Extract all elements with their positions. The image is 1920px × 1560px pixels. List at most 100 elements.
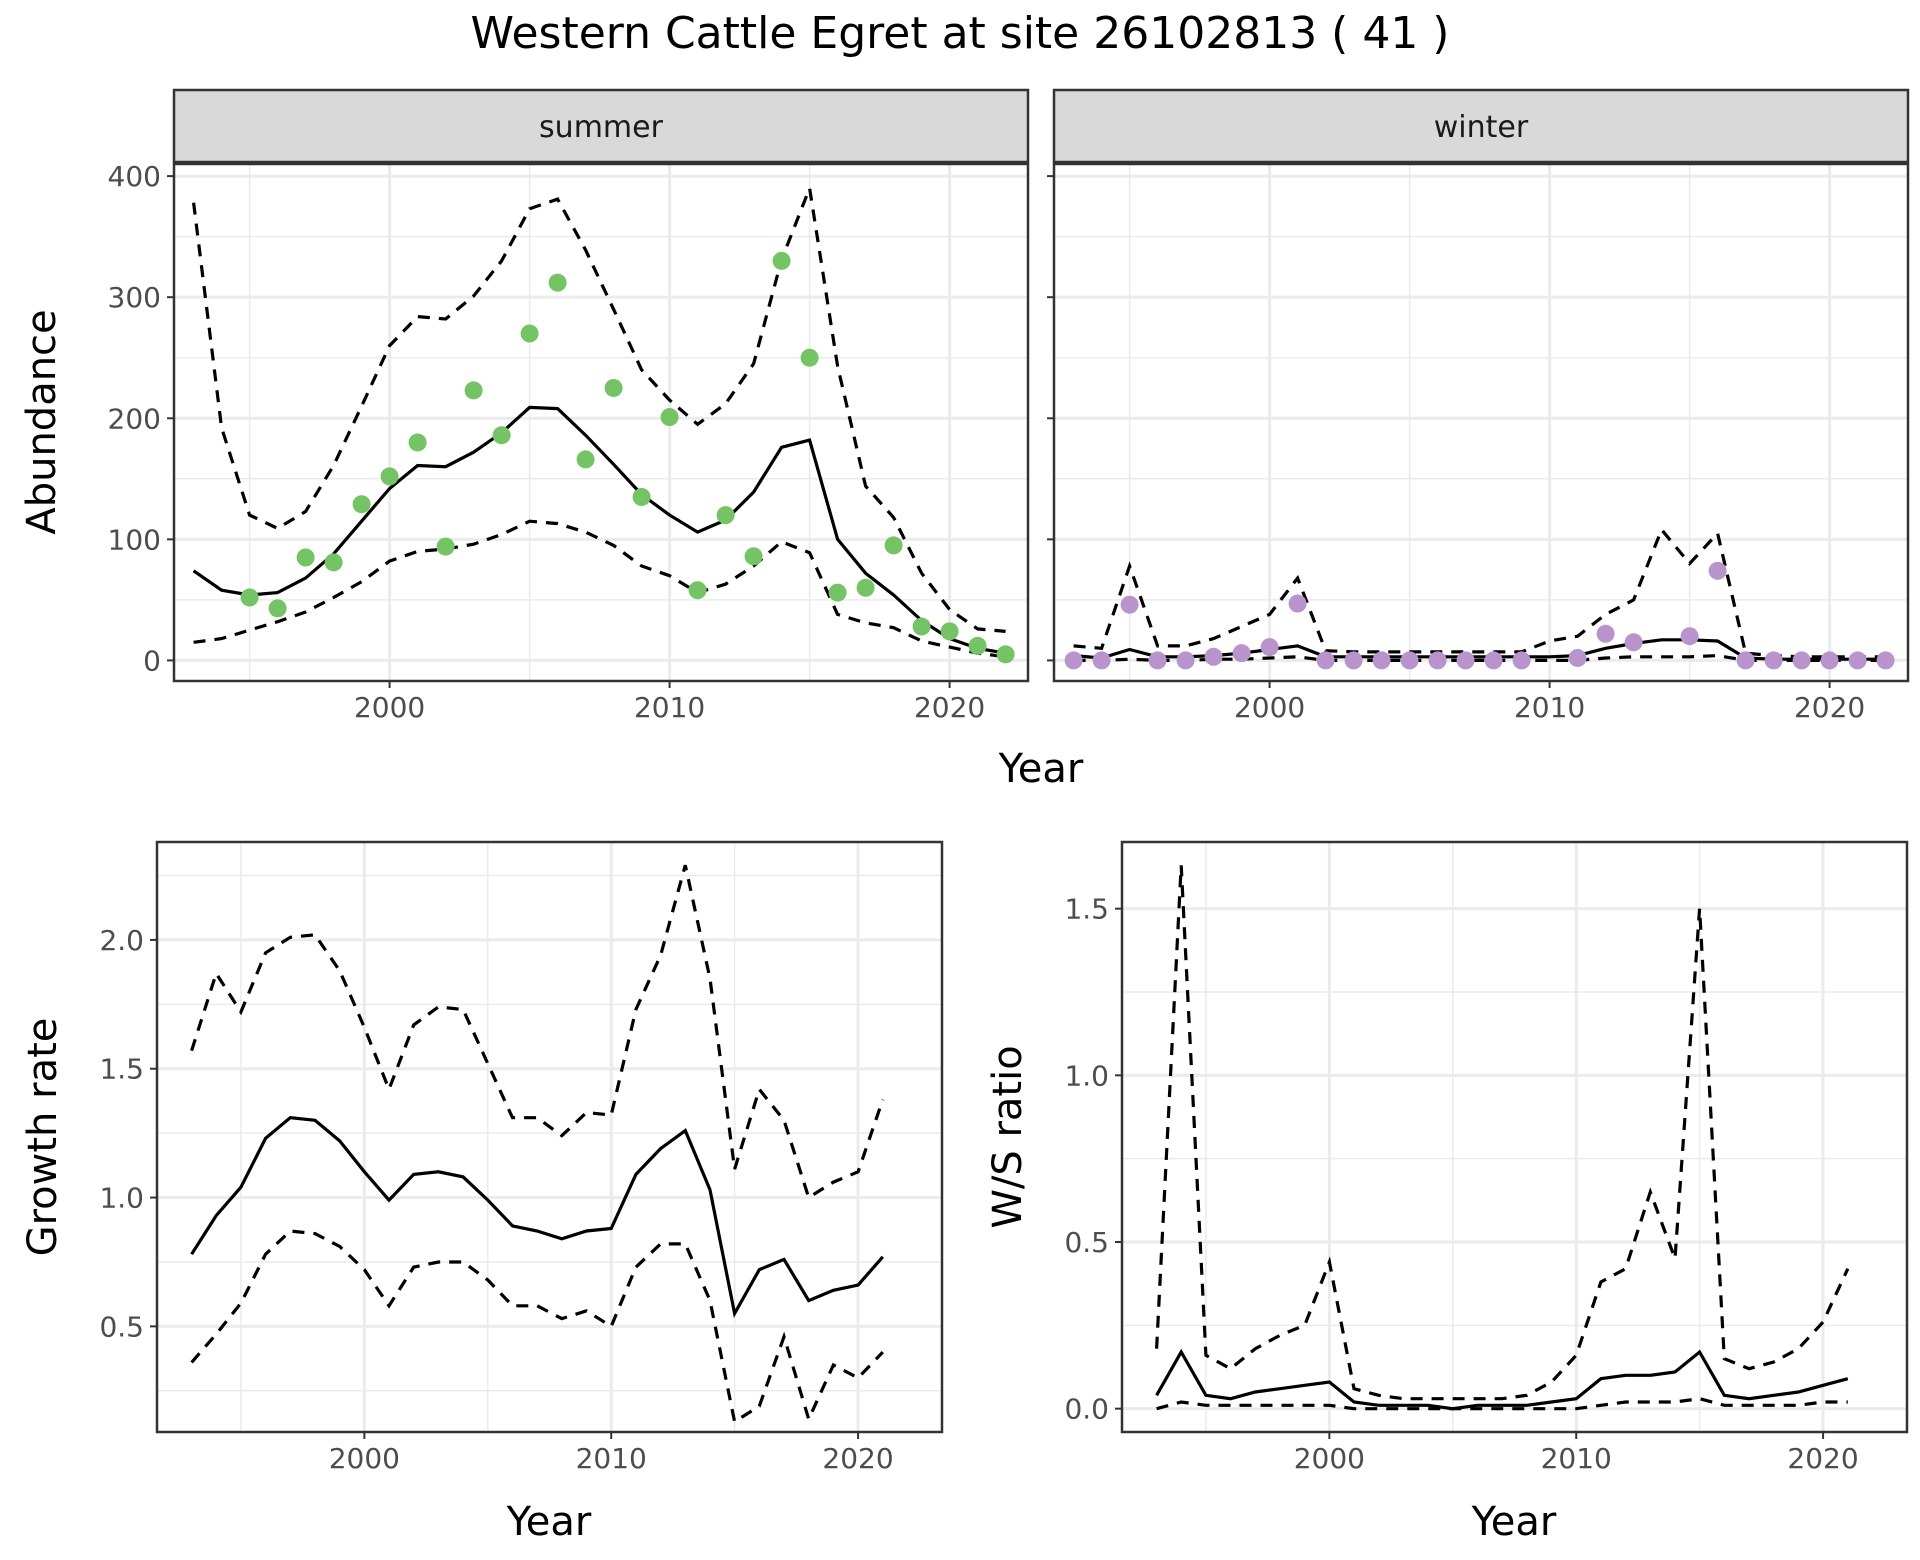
summer-data-point	[744, 547, 763, 566]
summer-data-point	[352, 495, 371, 514]
x-tick-label: 2010	[576, 1442, 647, 1475]
x-tick-label: 2020	[822, 1442, 893, 1475]
x-tick-label: 2010	[1514, 691, 1585, 724]
series-lines	[190, 864, 885, 1425]
winter-data-point	[1568, 648, 1587, 667]
summer-data-point	[268, 599, 287, 618]
summer-data-point	[716, 506, 735, 525]
winter-data-point	[1820, 651, 1839, 670]
panel-winter: 2000 2010 2020 winter	[1047, 88, 1910, 724]
y-tick-label: 1.5	[99, 1053, 144, 1086]
x-axis-title: Year	[998, 746, 1084, 792]
panel-ws_ratio: 2000 2010 2020 0.0 0.5 1.0 1.5	[1064, 840, 1909, 1475]
winter-data-point	[1624, 633, 1643, 652]
x-tick-label: 2000	[329, 1442, 400, 1475]
y-tick-label: 300	[108, 281, 161, 314]
y-axis-title: Growth rate	[20, 1018, 66, 1257]
winter-data-point	[1288, 594, 1307, 613]
facet-label-summer: summer	[539, 110, 664, 145]
summer-data-point	[912, 617, 931, 636]
summer-data-point	[856, 578, 875, 597]
winter-data-point	[1204, 647, 1223, 666]
summer-data-point	[660, 408, 679, 427]
x-tick-label: 2000	[1234, 691, 1305, 724]
winter-data-point	[1848, 651, 1867, 670]
winter-data-point	[1792, 651, 1811, 670]
series-lines	[1155, 865, 1850, 1411]
y-axis-title: Abundance	[19, 309, 65, 534]
summer-data-point	[520, 324, 539, 343]
winter-data-point	[1456, 651, 1475, 670]
x-axis-title: Year	[1471, 1499, 1557, 1545]
summer-data-point	[380, 467, 399, 486]
summer-data-point	[576, 450, 595, 469]
winter-data-point	[1400, 651, 1419, 670]
winter-data-point	[1260, 638, 1279, 657]
panel-border	[1120, 840, 1909, 1434]
winter-data-point	[1708, 561, 1727, 580]
panel-background	[157, 842, 942, 1432]
winter-data-point	[1064, 651, 1083, 670]
winter-data-point	[1232, 644, 1251, 663]
summer-data-point	[604, 378, 623, 397]
summer-data-point	[240, 588, 259, 607]
winter-data-point	[1764, 651, 1783, 670]
summer-data-point	[408, 433, 427, 452]
summer-data-point	[632, 487, 651, 506]
facet-strip	[172, 88, 1030, 164]
x-tick-label: 2010	[634, 691, 705, 724]
y-tick-label: 1.0	[1064, 1059, 1109, 1092]
winter-data-point	[1680, 627, 1699, 646]
summer-data-point	[324, 553, 343, 572]
summer-data-point	[968, 636, 987, 655]
chart-title: Western Cattle Egret at site 26102813 ( …	[471, 8, 1450, 59]
facet-label-winter: winter	[1434, 110, 1529, 145]
winter-data-point	[1176, 651, 1195, 670]
winter-data-point	[1092, 651, 1111, 670]
x-tick-label: 2010	[1541, 1442, 1612, 1475]
summer-data-point	[688, 581, 707, 600]
winter-data-point	[1736, 651, 1755, 670]
y-tick-label: 0.5	[1064, 1226, 1109, 1259]
facet-strip	[1052, 88, 1910, 164]
y-tick-label: 0.5	[99, 1310, 144, 1343]
summer-data-point	[296, 548, 315, 567]
upper-bound-line	[192, 182, 1006, 633]
panel-border	[1052, 162, 1910, 683]
upper-bound-line	[190, 864, 885, 1200]
y-tick-label: 0	[143, 644, 161, 677]
fitted-line	[190, 1116, 885, 1319]
winter-data-point	[1876, 651, 1895, 670]
panel-background	[1122, 842, 1907, 1432]
y-tick-label: 400	[108, 160, 161, 193]
winter-data-point	[1344, 651, 1363, 670]
summer-data-point	[996, 645, 1015, 664]
winter-data-point	[1120, 595, 1139, 614]
x-tick-label: 2000	[1294, 1442, 1365, 1475]
x-axis-title: Year	[506, 1499, 592, 1545]
lower-bound-line	[1156, 1397, 1848, 1411]
y-axis-title: W/S ratio	[985, 1045, 1031, 1228]
panel-growth: 2000 2010 2020 0.5 1.0 1.5 2.0	[99, 840, 944, 1475]
y-tick-label: 2.0	[99, 924, 144, 957]
y-tick-label: 1.0	[99, 1182, 144, 1215]
lower-bound-line	[193, 519, 1006, 659]
winter-data-point	[1428, 651, 1447, 670]
summer-data-point	[772, 251, 791, 270]
winter-data-point	[1372, 651, 1391, 670]
x-tick-label: 2000	[354, 691, 425, 724]
summer-data-point	[436, 537, 455, 556]
panel-border	[155, 840, 944, 1434]
x-tick-label: 2020	[1794, 691, 1865, 724]
fitted-line	[1155, 1348, 1849, 1411]
panel-background	[1054, 164, 1908, 681]
panel-border	[172, 162, 1030, 683]
summer-data-point	[492, 426, 511, 445]
upper-bound-line	[1155, 865, 1850, 1401]
x-tick-label: 2020	[914, 691, 985, 724]
panel-background	[174, 164, 1028, 681]
summer-data-point	[828, 583, 847, 602]
y-tick-label: 1.5	[1064, 893, 1109, 926]
